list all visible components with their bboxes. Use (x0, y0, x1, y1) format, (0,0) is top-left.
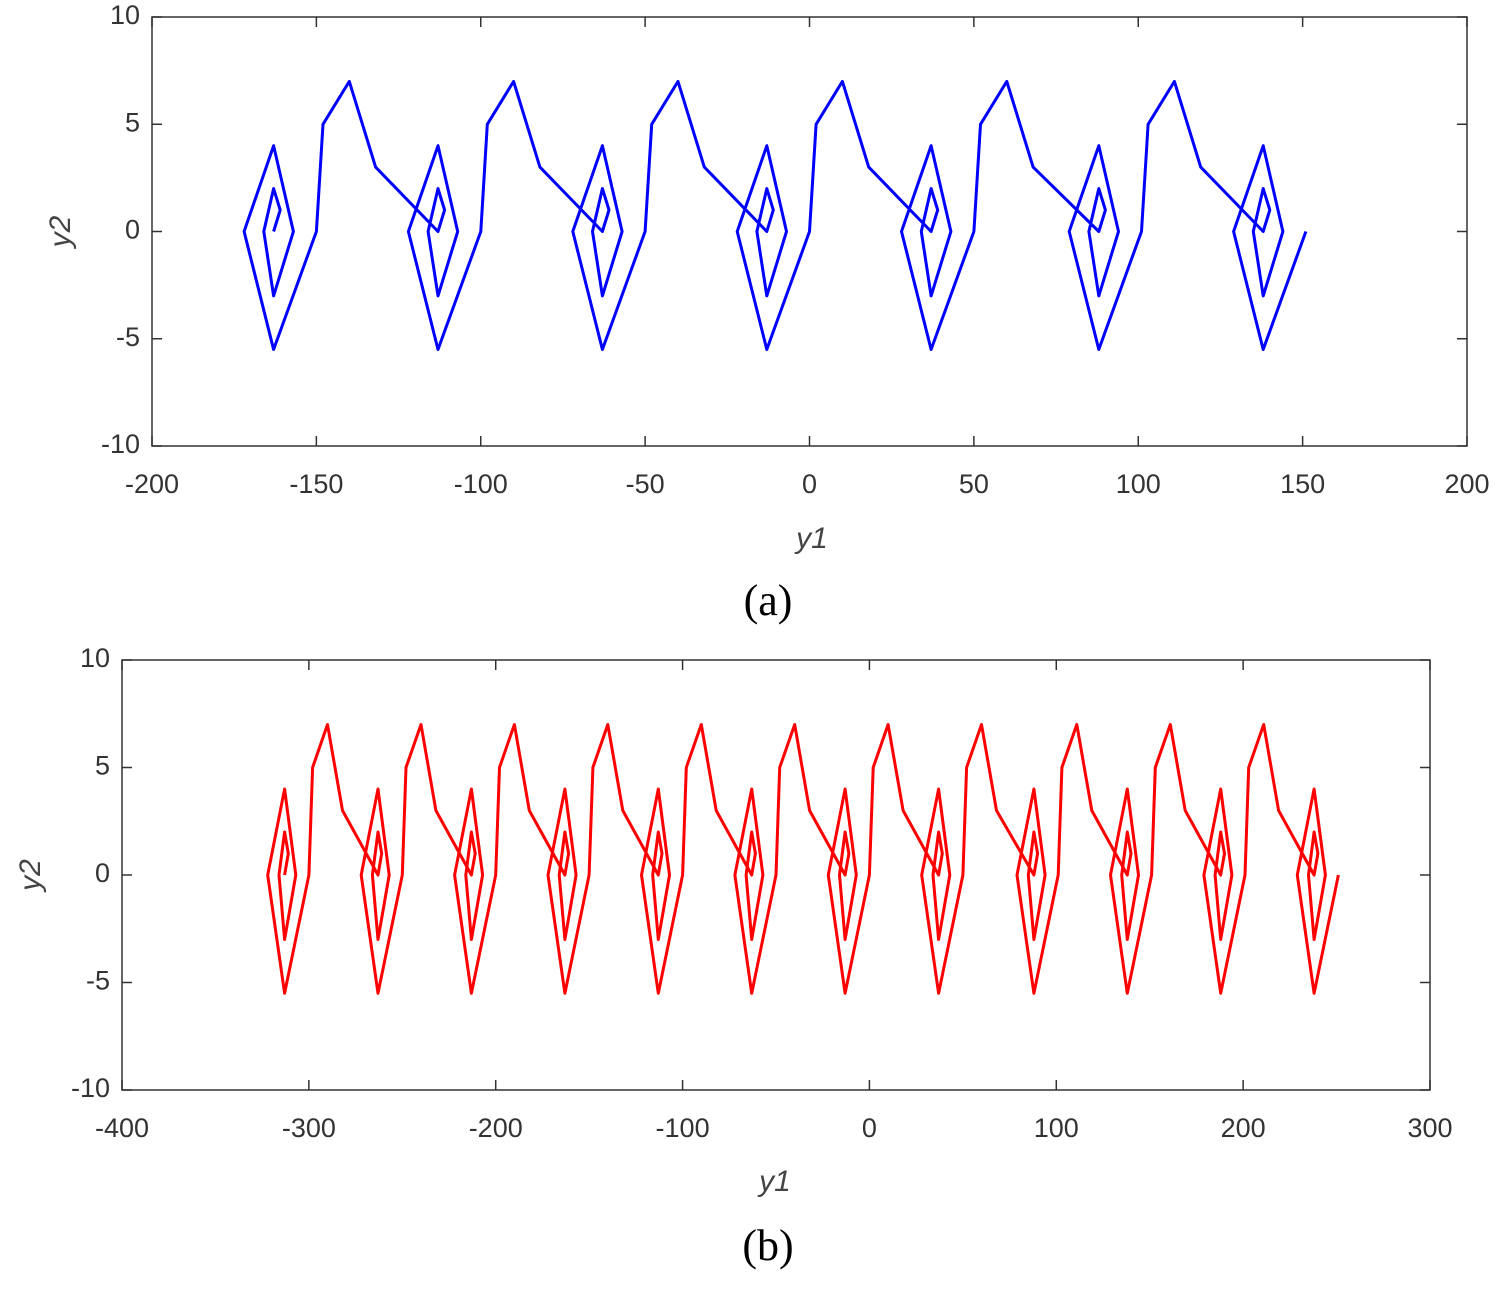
x-tick-label: -200 (469, 1113, 523, 1143)
x-tick-label: -300 (282, 1113, 336, 1143)
x-tick-label: -150 (289, 469, 343, 499)
x-axis-label: y1 (794, 522, 828, 555)
x-tick-label: 150 (1280, 469, 1325, 499)
x-axis-label: y1 (757, 1165, 791, 1198)
y-tick-label: -10 (101, 429, 140, 459)
y-tick-label: -10 (71, 1073, 110, 1103)
x-tick-label: -50 (626, 469, 665, 499)
x-tick-label: 100 (1034, 1113, 1079, 1143)
y-tick-label: -5 (86, 966, 110, 996)
y-axis-label: y2 (14, 859, 47, 893)
y-tick-label: 0 (125, 215, 140, 245)
trajectory (242, 79, 1308, 351)
y-axis-label: y2 (44, 215, 77, 249)
trajectory (266, 723, 1340, 995)
x-tick-label: 0 (862, 1113, 877, 1143)
y-tick-label: 5 (125, 107, 140, 137)
x-tick-label: 200 (1221, 1113, 1266, 1143)
x-tick-label: 100 (1116, 469, 1161, 499)
x-tick-label: -100 (656, 1113, 710, 1143)
y-tick-label: -5 (116, 322, 140, 352)
x-tick-label: -400 (95, 1113, 149, 1143)
y-tick-label: 10 (110, 0, 140, 30)
x-tick-label: 300 (1407, 1113, 1452, 1143)
x-tick-label: 0 (802, 469, 817, 499)
caption: (a) (744, 576, 793, 625)
y-tick-label: 0 (95, 858, 110, 888)
x-tick-label: 50 (959, 469, 989, 499)
x-tick-label: -200 (125, 469, 179, 499)
y-tick-label: 10 (80, 643, 110, 673)
x-tick-label: -100 (454, 469, 508, 499)
caption: (b) (742, 1221, 793, 1270)
y-tick-label: 5 (95, 751, 110, 781)
x-tick-label: 200 (1444, 469, 1489, 499)
